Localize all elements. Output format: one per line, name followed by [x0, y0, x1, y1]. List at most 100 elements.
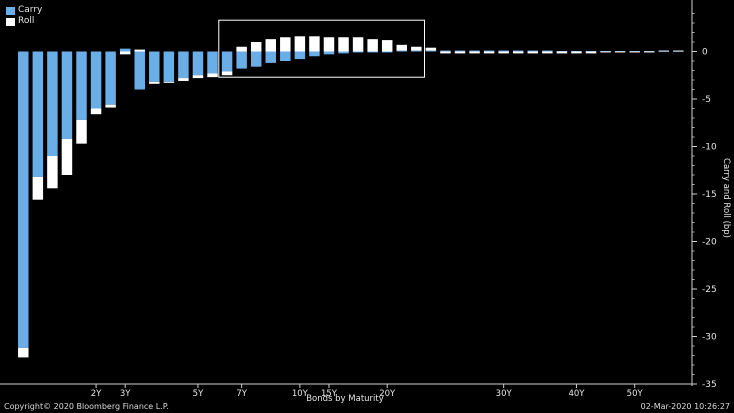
bar-carry-44 [658, 51, 670, 52]
bar-carry-16 [250, 51, 262, 67]
timestamp-text: 02-Mar-2020 10:26:27 [640, 402, 730, 411]
bar-roll-45 [673, 50, 684, 52]
bar-carry-1 [32, 51, 44, 177]
bar-roll-25 [381, 40, 393, 52]
bar-carry-23 [352, 51, 364, 53]
bar-roll-15 [236, 46, 247, 52]
copyright-text: Copyright© 2020 Bloomberg Finance L.P. [4, 402, 169, 411]
bar-carry-29 [440, 50, 451, 52]
bar-roll-26 [396, 44, 408, 51]
bar-roll-24 [367, 39, 378, 52]
bar-roll-14 [221, 71, 233, 76]
bar-carry-10 [163, 51, 175, 82]
highlight-box [218, 19, 425, 78]
bar-roll-3 [61, 138, 73, 175]
bar-roll-2 [47, 156, 58, 189]
x-tick-label-0: 2Y [91, 389, 102, 399]
bar-carry-22 [338, 51, 349, 54]
bar-carry-14 [221, 51, 233, 72]
bar-carry-5 [90, 51, 102, 109]
legend-swatch-carry [6, 6, 15, 15]
bar-roll-44 [658, 50, 670, 52]
bar-carry-39 [585, 51, 597, 52]
y-tick-label-0: 0 [702, 48, 708, 58]
bar-roll-30 [454, 51, 466, 54]
bar-roll-17 [265, 39, 276, 52]
y-axis-label: Carry and Roll (bp) [721, 158, 731, 238]
legend-swatch-roll [6, 17, 15, 26]
bar-roll-16 [250, 42, 262, 52]
bar-roll-36 [542, 51, 553, 54]
bar-carry-6 [105, 51, 116, 105]
bar-carry-33 [498, 50, 509, 52]
legend-label-carry: Carry [18, 5, 43, 15]
y-tick-label-4: -20 [702, 238, 717, 248]
y-tick-label-5: -25 [702, 285, 717, 295]
x-axis: 2Y 3Y 5Y 7Y 10Y 15Y 20Y 30Y 40Y 50Y [0, 383, 692, 399]
bar-roll-4 [76, 119, 87, 144]
legend-item-roll: Roll [6, 16, 42, 27]
bar-carry-41 [614, 51, 626, 52]
bar-carry-2 [47, 51, 58, 156]
bar-carry-28 [425, 50, 437, 52]
bar-carry-7 [119, 48, 131, 52]
bar-carry-37 [556, 51, 568, 52]
bar-roll-21 [323, 37, 335, 52]
bar-carry-27 [411, 50, 422, 52]
bar-carry-13 [207, 51, 218, 74]
bar-carry-11 [178, 51, 189, 79]
bar-roll-10 [163, 81, 175, 83]
bar-roll-34 [512, 51, 524, 54]
bar-roll-11 [178, 78, 189, 81]
legend-label-roll: Roll [18, 16, 35, 26]
bar-carry-30 [454, 50, 466, 52]
bar-carry-38 [571, 51, 582, 52]
bar-carry-25 [381, 51, 393, 53]
bar-carry-40 [600, 51, 611, 52]
bar-carry-4 [76, 51, 87, 120]
bar-carry-21 [323, 51, 335, 55]
bar-roll-32 [483, 51, 495, 54]
y-tick-label-6: -30 [702, 333, 717, 343]
bar-roll-40 [600, 51, 611, 53]
bar-carry-9 [149, 51, 160, 82]
bar-roll-39 [585, 51, 597, 54]
y-tick-label-7: -35 [702, 380, 717, 390]
bar-carry-42 [629, 51, 640, 52]
y-tick-label-1: -5 [702, 95, 711, 105]
bar-carry-3 [61, 51, 73, 139]
y-tick-label-2: -10 [702, 143, 717, 153]
bar-roll-19 [294, 36, 306, 52]
bar-roll-33 [498, 51, 509, 54]
bar-roll-13 [207, 73, 218, 78]
bar-roll-42 [629, 51, 640, 53]
x-tick-label-4: 10Y [292, 389, 309, 399]
bar-carry-20 [309, 51, 320, 57]
bar-carry-32 [483, 50, 495, 52]
bar-carry-35 [527, 50, 539, 52]
x-axis-label: Bonds by Maturity [306, 394, 384, 404]
x-tick-label-9: 50Y [627, 389, 644, 399]
y-tick-label-3: -15 [702, 190, 717, 200]
bar-carry-36 [542, 50, 553, 52]
bar-carry-19 [294, 51, 306, 60]
bars-group [18, 36, 684, 358]
bar-roll-8 [134, 49, 145, 52]
bar-roll-29 [440, 51, 451, 54]
bar-carry-31 [469, 50, 480, 52]
bar-roll-5 [90, 108, 102, 115]
bar-carry-15 [236, 51, 247, 69]
bar-roll-0 [18, 347, 29, 358]
x-tick-label-5: 15Y [321, 389, 338, 399]
y-axis: 0 -5 -10 -15 -20 -25 -30 -35 [691, 0, 717, 390]
bar-carry-45 [673, 51, 684, 52]
bar-carry-26 [396, 50, 408, 52]
bar-roll-7 [119, 51, 131, 55]
bar-carry-17 [265, 51, 276, 63]
x-tick-label-3: 7Y [236, 389, 247, 399]
bar-roll-38 [571, 51, 582, 54]
bar-carry-12 [192, 51, 204, 76]
bar-roll-23 [352, 37, 364, 52]
bar-roll-31 [469, 51, 480, 54]
